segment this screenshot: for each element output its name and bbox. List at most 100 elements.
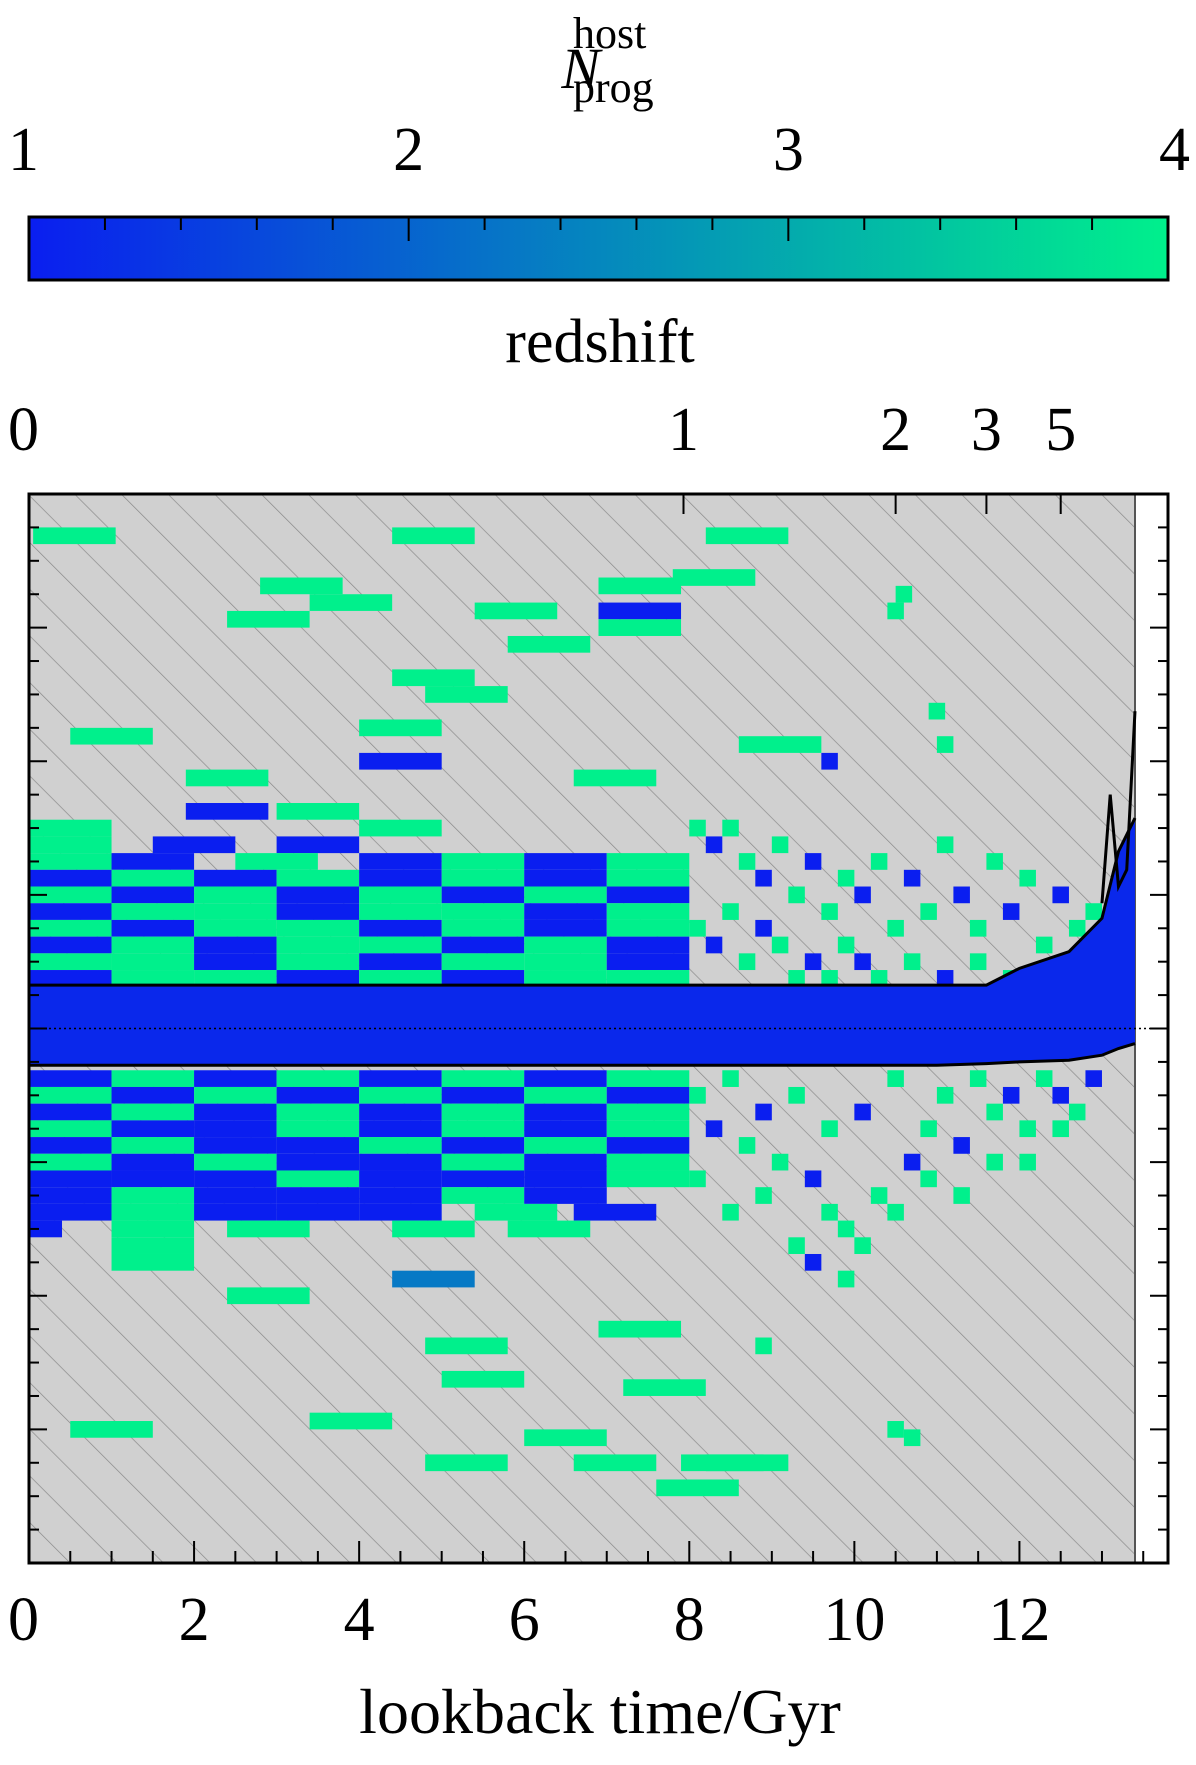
heatmap-cell	[29, 1070, 112, 1087]
colorbar-tick-labels: 1 2 3 4	[8, 116, 1190, 184]
heatmap-cell	[804, 1170, 822, 1188]
heatmap-cell	[33, 527, 116, 545]
heatmap-cell	[441, 1070, 525, 1087]
heatmap-cell	[276, 903, 360, 920]
heatmap-cell	[1019, 1153, 1036, 1171]
heatmap-cell	[474, 1203, 558, 1221]
heatmap-cell	[194, 953, 277, 971]
heatmap-cell	[738, 1137, 756, 1154]
heatmap-cell	[953, 1137, 970, 1154]
heatmap-cell	[788, 1237, 805, 1254]
heatmap-cell	[606, 1137, 690, 1154]
heatmap-cell	[606, 919, 690, 937]
heatmap-cell	[598, 619, 682, 636]
heatmap-cell	[606, 1170, 690, 1188]
heatmap-cell	[29, 953, 112, 971]
heatmap-cell	[227, 1287, 310, 1305]
heatmap-cell	[821, 752, 838, 770]
heatmap-cell	[606, 1120, 690, 1138]
heatmap-cell	[111, 1103, 195, 1121]
heatmap-cell	[441, 1370, 525, 1388]
heatmap-cell	[441, 1137, 525, 1154]
heatmap-cell	[260, 577, 343, 595]
heatmap-cell	[870, 853, 888, 870]
heatmap-cell	[29, 886, 112, 904]
heatmap-cell	[359, 970, 442, 987]
heatmap-cell	[194, 1070, 277, 1087]
heatmap-cell	[936, 970, 954, 987]
colorbar-tick-label: 1	[8, 116, 39, 184]
heatmap-cell	[194, 1086, 277, 1104]
heatmap-cell	[359, 1103, 442, 1121]
heatmap-cell	[359, 1137, 442, 1154]
x-axis-tick-label: 0	[8, 1586, 39, 1654]
heatmap-cell	[111, 886, 195, 904]
heatmap-cell	[359, 1070, 442, 1087]
heatmap-cell	[359, 919, 442, 937]
heatmap-cell	[689, 1086, 706, 1104]
heatmap-cell	[524, 1187, 607, 1204]
heatmap-cell	[606, 869, 690, 887]
heatmap-cell	[1052, 1086, 1069, 1104]
heatmap-cell	[111, 853, 195, 870]
heatmap-cell	[392, 669, 475, 687]
heatmap-cell	[969, 953, 987, 971]
heatmap-cell	[359, 886, 442, 904]
upper-percentile-line	[29, 817, 1137, 987]
heatmap-cell	[441, 853, 525, 870]
heatmap-cell	[441, 1170, 525, 1188]
heatmap-cell	[359, 1203, 442, 1221]
heatmap-cell	[837, 936, 855, 954]
colorbar-ticks	[28, 217, 1169, 241]
heatmap-cell	[185, 803, 269, 820]
heatmap-cell	[920, 1120, 937, 1138]
colorbar-bar	[27, 215, 1170, 282]
heatmap-cell	[854, 1103, 871, 1121]
heatmap-cell	[276, 970, 360, 987]
heatmap-cell	[524, 1070, 607, 1087]
heatmap-cell	[920, 903, 937, 920]
heatmap-cell	[903, 869, 921, 887]
heatmap-cell	[235, 853, 318, 870]
heatmap-cell	[185, 769, 269, 787]
heatmap-cell	[194, 869, 277, 887]
heatmap-cell	[606, 903, 690, 920]
x-axis-tick-label: 12	[988, 1586, 1050, 1654]
x-axis-tick-label: 6	[509, 1586, 540, 1654]
heatmap-cell	[738, 953, 756, 971]
heatmap-cell	[194, 1187, 277, 1204]
heatmap-cell	[837, 1270, 855, 1288]
plot-area	[27, 492, 1170, 1565]
heatmap-cell	[1019, 1120, 1036, 1138]
heatmap-cell	[1002, 1086, 1020, 1104]
colorbar-label: N	[560, 36, 603, 101]
heatmap-cell	[598, 602, 682, 620]
heatmap-cell	[969, 919, 987, 937]
heatmap-cell	[29, 836, 112, 854]
heatmap-cell	[598, 577, 682, 595]
top-axis-tick-label: 3	[971, 396, 1002, 464]
heatmap-cell	[359, 719, 442, 737]
heatmap-cell	[524, 1429, 607, 1447]
heatmap-cell	[425, 1454, 508, 1472]
heatmap-cell	[755, 919, 772, 937]
colorbar-tick-label: 4	[1159, 116, 1190, 184]
heatmap-cell	[722, 819, 739, 837]
heatmap-cell	[474, 602, 558, 620]
heatmap-cell	[606, 936, 690, 954]
heatmap-cell	[656, 1479, 739, 1497]
top-axis-label: redshift	[505, 308, 694, 376]
heatmap-cell	[887, 919, 904, 937]
heatmap-cell	[887, 602, 904, 620]
top-axis-tick-label: 1	[668, 396, 699, 464]
heatmap-cell	[524, 886, 607, 904]
heatmap-cell	[441, 1086, 525, 1104]
heatmap-cell	[441, 869, 525, 887]
heatmap-cell	[969, 1070, 987, 1087]
heatmap-cell	[29, 819, 112, 837]
heatmap-cell	[111, 1237, 195, 1254]
heatmap-cell	[1052, 886, 1069, 904]
heatmap-cell	[441, 1187, 525, 1204]
heatmap-cell	[194, 1153, 277, 1171]
